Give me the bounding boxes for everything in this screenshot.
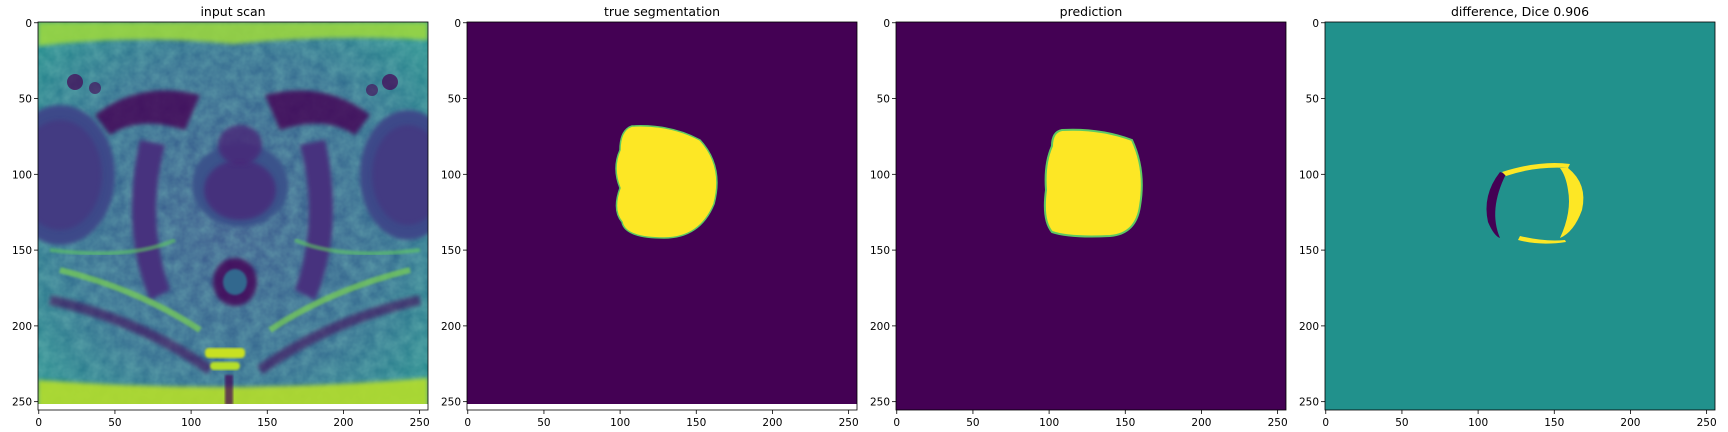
y-tick-label: 250: [1299, 397, 1319, 409]
x-tick-label: 150: [1115, 417, 1135, 429]
x-tick-label: 100: [1039, 417, 1059, 429]
y-tick-label: 0: [883, 18, 890, 30]
x-tick-label: 200: [762, 417, 782, 429]
panel-title-4: difference, Dice 0.906: [1451, 4, 1589, 19]
x-tick-label: 100: [181, 417, 201, 429]
y-tick-label: 250: [12, 397, 32, 409]
x-tick-label: 0: [35, 417, 42, 429]
panel-true-segmentation: true segmentation: [466, 4, 858, 411]
y-tick-label: 0: [25, 18, 32, 30]
y-tick-label: 0: [1312, 18, 1319, 30]
x-tick-label: 150: [686, 417, 706, 429]
y-tick-label: 150: [441, 245, 461, 257]
x-tick-label: 200: [1191, 417, 1211, 429]
mri-image: [38, 22, 428, 410]
x-tick-label: 250: [1697, 417, 1717, 429]
y-tick-label: 100: [441, 169, 461, 181]
x-tick-label: 150: [1544, 417, 1564, 429]
x-tick-label: 50: [537, 417, 550, 429]
y-tick-label: 100: [1299, 169, 1319, 181]
x-tick-label: 250: [839, 417, 859, 429]
x-tick-label: 50: [966, 417, 979, 429]
y-tick-label: 100: [870, 169, 890, 181]
x-tick-label: 200: [1620, 417, 1640, 429]
x-tick-label: 250: [410, 417, 430, 429]
y-tick-label: 50: [877, 94, 890, 106]
y-tick-label: 200: [12, 321, 32, 333]
y-tick-label: 250: [441, 397, 461, 409]
panel-prediction: prediction: [895, 4, 1287, 411]
x-tick-label: 100: [1468, 417, 1488, 429]
y-tick-label: 150: [12, 245, 32, 257]
panel-input-scan: input scan: [37, 4, 429, 411]
x-tick-label: 150: [257, 417, 277, 429]
x-tick-label: 200: [333, 417, 353, 429]
y-tick-label: 150: [1299, 245, 1319, 257]
y-tick-label: 200: [870, 321, 890, 333]
x-tick-label: 0: [1322, 417, 1329, 429]
difference-missed-top: [1502, 163, 1570, 176]
prostate-mask-true: [615, 125, 718, 239]
panel-difference: difference, Dice 0.906: [1324, 4, 1716, 411]
x-tick-label: 50: [108, 417, 121, 429]
y-tick-label: 100: [12, 169, 32, 181]
panel-title-3: prediction: [1060, 4, 1123, 19]
panel-title-2: true segmentation: [604, 4, 720, 19]
y-tick-label: 250: [870, 397, 890, 409]
difference-false-positive: [1486, 172, 1506, 238]
difference-background: [1325, 22, 1715, 410]
y-tick-label: 200: [441, 321, 461, 333]
panel-title-1: input scan: [200, 4, 265, 19]
y-tick-label: 50: [448, 94, 461, 106]
y-tick-label: 50: [19, 94, 32, 106]
x-tick-label: 0: [464, 417, 471, 429]
x-tick-label: 250: [1268, 417, 1288, 429]
x-tick-label: 100: [610, 417, 630, 429]
y-tick-label: 200: [1299, 321, 1319, 333]
difference-missed-bottom: [1518, 236, 1566, 244]
difference-missed-right: [1560, 168, 1584, 238]
x-tick-label: 0: [893, 417, 900, 429]
prostate-mask-predicted: [1043, 128, 1143, 238]
x-tick-label: 50: [1395, 417, 1408, 429]
y-tick-label: 0: [454, 18, 461, 30]
y-tick-label: 150: [870, 245, 890, 257]
y-tick-label: 50: [1306, 94, 1319, 106]
